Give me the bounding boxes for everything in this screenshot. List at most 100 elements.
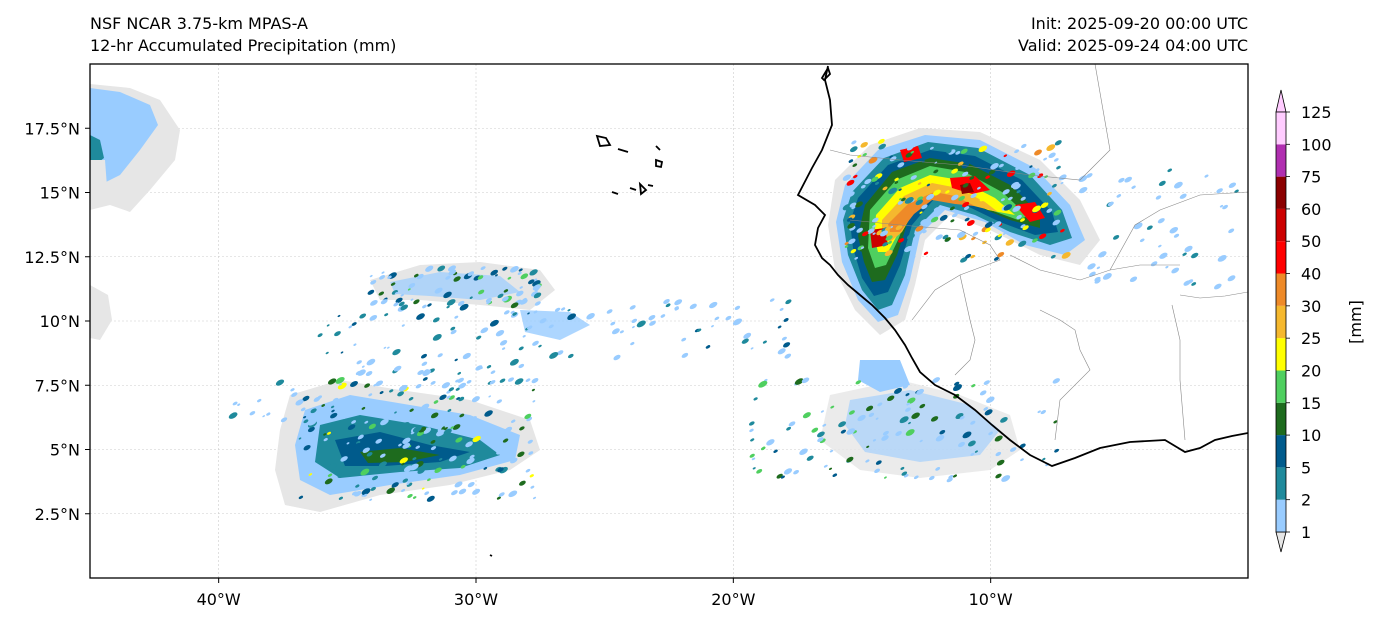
precip-cell <box>507 276 512 280</box>
colorbar-tick-label: 5 <box>1301 458 1311 477</box>
precip-cell <box>978 145 988 153</box>
precip-cell <box>1087 263 1096 270</box>
precip-cell <box>1191 282 1197 286</box>
colorbar-tick-label: 1 <box>1301 523 1311 542</box>
precip-cell <box>366 358 376 366</box>
precip-cell <box>532 400 536 403</box>
colorbar-segment <box>1276 499 1286 532</box>
precip-cell <box>1050 254 1056 259</box>
precip-cell <box>433 400 439 404</box>
precip-cell <box>347 424 356 430</box>
precip-cell <box>526 325 533 330</box>
precip-cell <box>966 220 975 226</box>
precip-cell <box>921 204 928 210</box>
precip-cell <box>1029 165 1033 168</box>
precip-cell <box>346 442 350 445</box>
latitude-tick-label: 10°N <box>40 312 80 331</box>
precip-cell <box>351 491 358 496</box>
precip-cell <box>844 245 849 248</box>
precip-cell <box>911 412 920 419</box>
precip-cell <box>1124 176 1133 183</box>
precip-cell <box>993 221 1002 227</box>
precip-cell <box>783 468 793 475</box>
precip-cell <box>567 309 571 312</box>
precip-cell <box>1031 168 1036 172</box>
precip-cell <box>905 393 910 397</box>
precip-cell <box>689 303 697 310</box>
precip-cell <box>997 233 1002 237</box>
precip-cell <box>895 224 903 231</box>
precip-cell <box>519 298 528 305</box>
precip-cell <box>930 146 934 150</box>
precip-cell <box>457 372 462 375</box>
precip-cell <box>844 241 849 246</box>
precip-cell <box>330 405 335 409</box>
precip-cell <box>351 420 357 424</box>
precip-cell <box>528 451 534 455</box>
precip-cell <box>1079 186 1088 194</box>
precip-cell <box>554 307 561 312</box>
colorbar-tick-label: 100 <box>1301 135 1332 154</box>
precip-cell <box>830 405 835 409</box>
precip-cell <box>900 466 905 470</box>
init-time: Init: 2025-09-20 00:00 UTC <box>1030 14 1248 33</box>
precip-cell <box>394 291 398 295</box>
precip-cell <box>386 346 390 349</box>
colorbar-extend-low <box>1275 531 1287 553</box>
precip-cell <box>567 313 576 321</box>
precip-cell <box>561 307 566 311</box>
precip-cell <box>926 183 931 187</box>
precip-cell <box>901 197 906 202</box>
precip-cell <box>446 305 450 309</box>
precip-cell <box>1158 180 1166 187</box>
precip-cell <box>532 284 541 291</box>
precip-cell <box>586 313 595 320</box>
precip-cell <box>681 337 687 342</box>
precip-cell <box>984 227 991 233</box>
precip-cell <box>760 446 766 451</box>
precip-cell <box>1032 205 1042 213</box>
precip-cell <box>894 181 899 184</box>
precip-cell <box>372 475 378 481</box>
precip-cell <box>986 396 995 404</box>
precip-cell <box>1129 276 1138 283</box>
precip-cell <box>379 391 384 395</box>
precip-cell <box>368 393 373 397</box>
precip-cell <box>330 412 338 419</box>
precip-cell <box>327 473 333 477</box>
precip-cell <box>849 202 857 208</box>
precip-cell <box>956 231 966 238</box>
precip-cell <box>458 382 467 389</box>
precip-cell <box>462 352 471 360</box>
precip-cell <box>422 377 428 381</box>
precip-cell <box>758 380 768 388</box>
precip-cell <box>913 475 919 480</box>
precip-cell <box>883 476 887 479</box>
precip-cell <box>467 481 475 488</box>
precip-cell <box>860 184 866 189</box>
precip-cell <box>525 468 531 473</box>
precip-cell <box>857 414 866 422</box>
colorbar-unit: [mm] <box>1346 300 1365 344</box>
precip-cell <box>488 395 492 398</box>
precip-cell <box>528 279 535 285</box>
colorbar-tick-label: 125 <box>1301 103 1332 122</box>
precip-cell <box>1167 168 1172 173</box>
border-burkina <box>1179 291 1248 299</box>
precip-cell <box>872 225 876 228</box>
precip-cell <box>806 455 814 461</box>
precip-cell <box>674 299 683 306</box>
precip-cell <box>446 421 456 428</box>
precip-cell <box>532 340 539 346</box>
precip-cell <box>307 418 317 426</box>
precip-cell <box>353 343 357 346</box>
precip-cell <box>907 397 916 404</box>
precip-cell <box>401 462 405 466</box>
precip-cell <box>868 412 875 418</box>
precip-cell <box>1078 175 1088 182</box>
precip-cell <box>1000 417 1008 423</box>
precip-cell <box>348 325 353 329</box>
precip-cell <box>946 477 953 483</box>
precip-cell <box>954 381 960 386</box>
